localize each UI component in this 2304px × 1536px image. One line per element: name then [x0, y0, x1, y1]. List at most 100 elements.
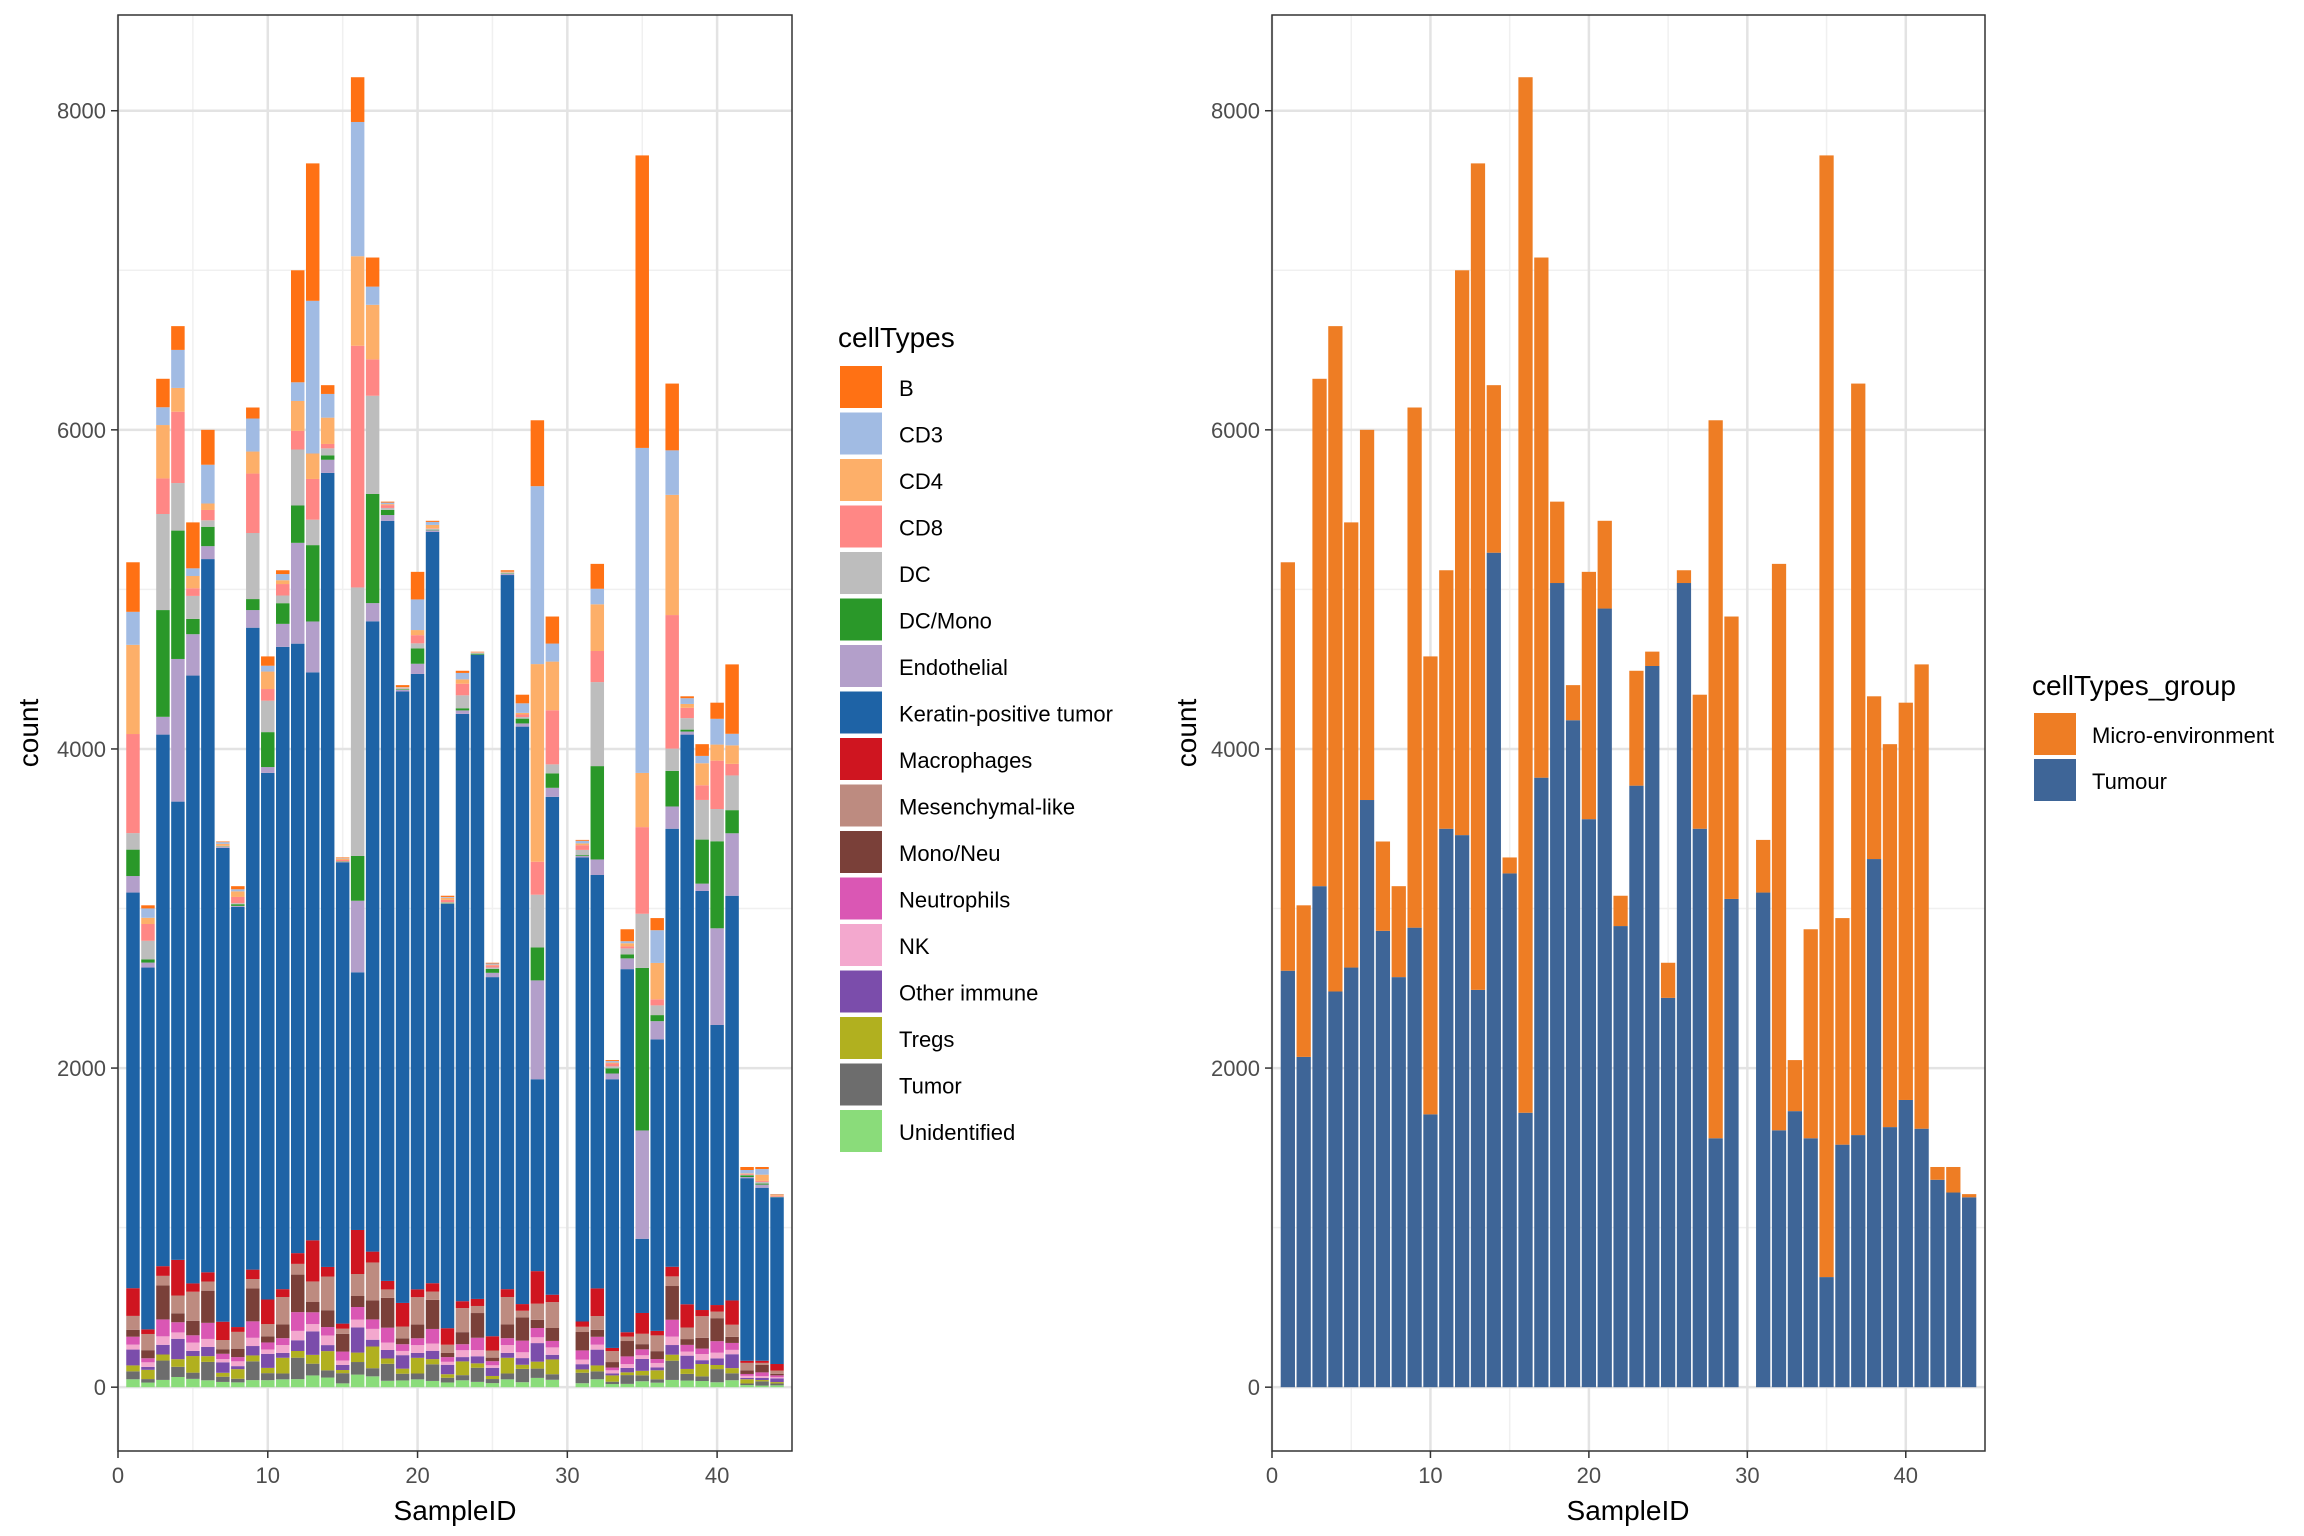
bar-segment-keratin-positive-tumor [380, 520, 395, 1281]
bar-segment-micro-environment [1771, 563, 1787, 1131]
bar-segment-unidentified [545, 1379, 560, 1388]
bar-segment-nk [710, 1352, 724, 1359]
bar-segment-nk [650, 1362, 664, 1368]
bar-segment-unidentified [141, 1382, 155, 1388]
bar-segment-cd4 [545, 661, 560, 711]
bar-segment-tregs [620, 1372, 634, 1376]
bar-segment-tumour [1962, 1197, 1977, 1388]
bar-segment-unidentified [216, 1381, 230, 1388]
bar-segment-cd3 [276, 574, 290, 581]
bar-segment-tumor [485, 1379, 500, 1384]
bar-segment-b [545, 616, 560, 644]
bar-segment-cd3 [171, 349, 185, 388]
bar-segment-unidentified [620, 1383, 634, 1388]
bar-segment-neutrophils [171, 1322, 185, 1333]
bar-segment-dc-mono [290, 505, 305, 543]
bar-segment-endothelial [156, 716, 170, 735]
bar-segment-mesenchymal-like [740, 1362, 754, 1371]
bar-segment-tumor [770, 1383, 784, 1386]
bar-segment-tregs [770, 1382, 784, 1384]
bar-segment-cd3 [305, 300, 320, 454]
bar-segment-macrophages [710, 1305, 724, 1312]
bar-segment-b [695, 744, 709, 756]
bar-segment-unidentified [770, 1385, 784, 1388]
bar-segment-nk [470, 1350, 485, 1357]
bar-segment-mono-neu [485, 1357, 500, 1362]
bar-segment-nk [261, 1349, 275, 1354]
bar-segment-cd3 [246, 418, 260, 452]
bar-segment-dc [620, 948, 634, 955]
bar-segment-unidentified [126, 1379, 140, 1388]
bar-segment-micro-environment [1724, 616, 1739, 899]
bar-segment-mono-neu [620, 1341, 634, 1357]
bar-segment-mono-neu [141, 1350, 155, 1359]
bar-segment-dc [425, 528, 440, 530]
bar-segment-mono-neu [440, 1352, 455, 1358]
bar-segment-endothelial [500, 573, 515, 576]
bar-segment-dc-mono [231, 904, 245, 906]
bar-segment-mono-neu [545, 1327, 560, 1341]
left-y-axis-title: count [13, 699, 44, 768]
bar-segment-dc [246, 533, 260, 600]
bar-segment-dc-mono [485, 968, 500, 973]
bar-segment-b [620, 929, 634, 942]
legend-swatch-dc-mono [840, 598, 882, 641]
bar-segment-tumor [440, 1377, 455, 1383]
bar-segment-macrophages [650, 1330, 664, 1336]
bar-segment-cd8 [620, 946, 634, 949]
bar-segment-cd8 [680, 707, 694, 719]
bar-segment-cd8 [740, 1173, 754, 1175]
bar-segment-cd4 [755, 1174, 769, 1181]
bar-segment-cd4 [320, 417, 335, 444]
bar-segment-micro-environment [1391, 886, 1406, 978]
bar-segment-mono-neu [410, 1324, 425, 1339]
legend-label-tumour: Tumour [2092, 769, 2167, 794]
bar-segment-cd4 [141, 917, 155, 924]
bar-segment-other-immune [695, 1360, 709, 1365]
bar-segment-keratin-positive-tumor [350, 972, 365, 1230]
bar-segment-cd3 [186, 568, 200, 576]
bar-segment-neutrophils [710, 1341, 724, 1353]
bar-segment-keratin-positive-tumor [320, 472, 335, 1267]
bar-segment-tumour [1407, 927, 1422, 1388]
bar-segment-mono-neu [380, 1297, 395, 1328]
bar-segment-micro-environment [1550, 501, 1565, 584]
bar-segment-cd4 [350, 256, 365, 346]
bar-segment-other-immune [740, 1377, 754, 1380]
right-y-tick-label: 6000 [1211, 418, 1260, 443]
bar-segment-dc [500, 572, 515, 574]
bar-segment-keratin-positive-tumor [500, 575, 515, 1290]
bar-segment-mono-neu [246, 1288, 260, 1322]
bar-segment-tregs [276, 1357, 290, 1374]
bar-segment-mesenchymal-like [350, 1273, 365, 1297]
bar-segment-b [261, 656, 275, 666]
bar-segment-tumour [1375, 930, 1391, 1388]
bar-segment-dc [156, 513, 170, 611]
bar-segment-keratin-positive-tumor [201, 559, 215, 1273]
left-y-tick-label: 4000 [57, 737, 106, 762]
bar-segment-dc [665, 748, 679, 771]
bar-segment-tregs [515, 1364, 530, 1369]
bar-segment-nk [320, 1335, 335, 1346]
bar-segment-endothelial [276, 623, 290, 647]
bar-segment-tumor [246, 1361, 260, 1381]
bar-segment-mesenchymal-like [620, 1336, 634, 1342]
bar-segment-cd4 [530, 664, 545, 862]
bar-segment-cd3 [320, 393, 335, 418]
bar-segment-mesenchymal-like [575, 1326, 590, 1333]
bar-segment-dc [605, 1066, 620, 1069]
bar-segment-tumor [320, 1370, 335, 1378]
bar-segment-cd3 [216, 842, 230, 844]
bar-segment-cd8 [530, 861, 545, 895]
bar-segment-tumour [1771, 1130, 1787, 1388]
left-panel-border [117, 14, 793, 1452]
bar-segment-micro-environment [1787, 1060, 1802, 1112]
legend-swatch-cd8 [840, 505, 882, 548]
bar-segment-tumour [1581, 819, 1597, 1388]
bar-segment-tumor [470, 1367, 485, 1382]
bar-segment-tumour [1898, 1099, 1913, 1388]
right-x-tick-label: 20 [1577, 1463, 1601, 1488]
bar-segment-mesenchymal-like [485, 1350, 500, 1358]
bar-segment-tumor [216, 1376, 230, 1382]
right-x-tick-label: 10 [1418, 1463, 1442, 1488]
